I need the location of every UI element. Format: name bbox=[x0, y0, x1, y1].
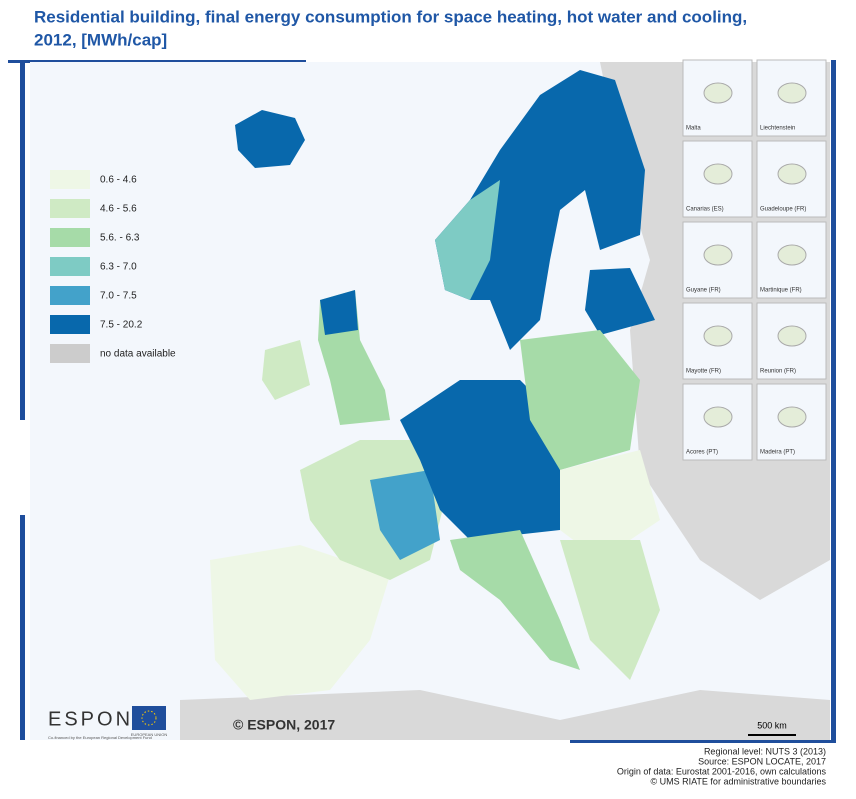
frame-bar bbox=[20, 63, 25, 420]
frame-bar bbox=[20, 515, 25, 740]
inset-label: Liechtenstein bbox=[760, 126, 795, 132]
inset-land bbox=[778, 245, 806, 265]
legend-swatch bbox=[50, 286, 90, 305]
legend-label: 5.6. - 6.3 bbox=[100, 233, 140, 244]
inset-label: Canarias (ES) bbox=[686, 207, 724, 213]
inset-label: Acores (PT) bbox=[686, 450, 718, 456]
inset-label: Guyane (FR) bbox=[686, 288, 721, 294]
footer: Regional level: NUTS 3 (2013)Source: ESP… bbox=[617, 746, 827, 786]
legend-swatch bbox=[50, 315, 90, 334]
legend-label: 0.6 - 4.6 bbox=[100, 175, 137, 186]
inset-land bbox=[778, 326, 806, 346]
footer-line: Origin of data: Eurostat 2001-2016, own … bbox=[617, 766, 827, 776]
eu-flag bbox=[132, 706, 166, 730]
footer-line: Regional level: NUTS 3 (2013) bbox=[704, 746, 826, 756]
legend-swatch bbox=[50, 170, 90, 189]
footer-line: Source: ESPON LOCATE, 2017 bbox=[698, 756, 826, 766]
legend-label: no data available bbox=[100, 349, 176, 360]
inset-land bbox=[778, 407, 806, 427]
inset-label: Martinique (FR) bbox=[760, 288, 802, 294]
legend-swatch bbox=[50, 199, 90, 218]
copyright: © ESPON, 2017 bbox=[233, 717, 335, 733]
map-figure: Residential building, final energy consu… bbox=[0, 0, 856, 794]
page: Residential building, final energy consu… bbox=[0, 0, 856, 794]
inset-label: Guadeloupe (FR) bbox=[760, 207, 806, 213]
legend-swatch bbox=[50, 257, 90, 276]
inset-land bbox=[778, 83, 806, 103]
footer-line: © UMS RIATE for administrative boundarie… bbox=[650, 776, 826, 786]
legend-label: 7.5 - 20.2 bbox=[100, 320, 143, 331]
scale-label: 500 km bbox=[757, 720, 787, 730]
eu-label: EUROPEAN UNION bbox=[131, 732, 168, 737]
inset-land bbox=[704, 407, 732, 427]
legend-label: 7.0 - 7.5 bbox=[100, 291, 137, 302]
inset-label: Mayotte (FR) bbox=[686, 369, 721, 375]
legend-swatch bbox=[50, 228, 90, 247]
inset-label: Madeira (PT) bbox=[760, 450, 795, 456]
title-line: Residential building, final energy consu… bbox=[34, 7, 747, 26]
title-line: 2012, [MWh/cap] bbox=[34, 30, 167, 49]
inset-land bbox=[704, 245, 732, 265]
inset-land bbox=[778, 164, 806, 184]
inset-land bbox=[704, 164, 732, 184]
inset-land bbox=[704, 326, 732, 346]
legend-swatch bbox=[50, 344, 90, 363]
inset-label: Reunion (FR) bbox=[760, 369, 796, 375]
inset-land bbox=[704, 83, 732, 103]
frame-bar bbox=[831, 60, 836, 740]
legend-label: 6.3 - 7.0 bbox=[100, 262, 137, 273]
frame-bar bbox=[570, 740, 836, 743]
logo-text: ESPON bbox=[48, 708, 133, 730]
legend-label: 4.6 - 5.6 bbox=[100, 204, 137, 215]
inset-label: Malta bbox=[686, 126, 701, 132]
